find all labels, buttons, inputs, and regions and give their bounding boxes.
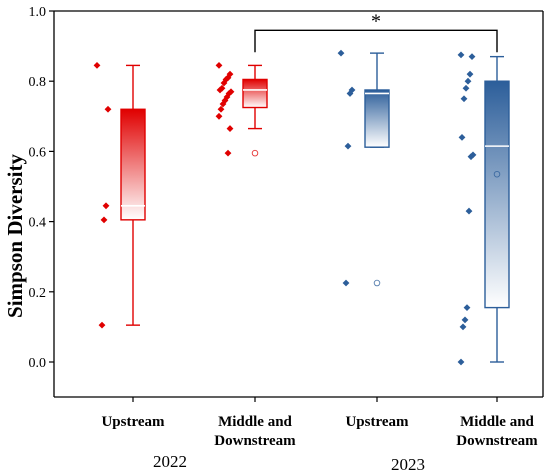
year-label-2023: 2023 bbox=[391, 455, 425, 474]
data-point bbox=[462, 84, 470, 92]
data-point bbox=[216, 86, 224, 94]
data-point bbox=[226, 70, 234, 78]
data-point bbox=[337, 49, 345, 57]
x-category-label: Downstream bbox=[456, 433, 538, 449]
data-point bbox=[102, 202, 110, 210]
data-point bbox=[226, 125, 234, 132]
box bbox=[364, 89, 390, 148]
data-point bbox=[467, 153, 475, 161]
y-tick-label: 0.6 bbox=[29, 145, 47, 160]
y-tick-label: 0.0 bbox=[29, 356, 47, 371]
data-point bbox=[458, 133, 466, 141]
x-category-label: Downstream bbox=[214, 433, 296, 449]
y-axis-label: Simpson Diversity bbox=[3, 154, 27, 318]
data-point bbox=[215, 112, 223, 120]
data-point bbox=[468, 53, 476, 61]
data-point bbox=[457, 358, 465, 366]
data-point bbox=[344, 142, 352, 150]
data-point bbox=[465, 207, 473, 215]
data-point bbox=[217, 105, 225, 113]
mean-marker bbox=[493, 170, 501, 178]
y-tick-label: 0.2 bbox=[29, 286, 47, 301]
significance-label: * bbox=[371, 10, 381, 32]
data-point bbox=[219, 100, 227, 108]
data-point bbox=[221, 97, 229, 104]
mean-marker bbox=[373, 279, 381, 287]
data-point bbox=[104, 105, 112, 113]
data-point bbox=[342, 279, 350, 287]
x-category-label: Upstream bbox=[101, 414, 165, 430]
data-point bbox=[466, 70, 474, 78]
data-point bbox=[464, 77, 472, 85]
year-label-2022: 2022 bbox=[153, 452, 187, 471]
data-point bbox=[460, 95, 468, 103]
mean-marker bbox=[251, 149, 259, 157]
data-point bbox=[463, 304, 471, 311]
data-point bbox=[469, 151, 477, 159]
data-point bbox=[459, 323, 467, 331]
box bbox=[484, 80, 510, 309]
data-point bbox=[346, 90, 354, 97]
data-point bbox=[457, 51, 465, 59]
y-tick-label: 0.4 bbox=[29, 216, 47, 231]
x-category-label: Middle and bbox=[460, 414, 534, 430]
data-point bbox=[215, 62, 223, 69]
box bbox=[242, 78, 268, 109]
y-tick-label: 1.0 bbox=[29, 5, 47, 20]
data-point bbox=[348, 86, 356, 94]
data-point bbox=[461, 316, 469, 324]
data-point bbox=[220, 79, 228, 87]
data-point bbox=[222, 76, 230, 83]
y-tick-label: 0.8 bbox=[29, 75, 47, 90]
x-category-label: Upstream bbox=[345, 414, 409, 430]
x-category-label: Middle and bbox=[218, 414, 292, 430]
data-point bbox=[98, 321, 106, 329]
significance-bracket bbox=[254, 29, 498, 53]
data-point bbox=[100, 216, 108, 224]
data-point bbox=[93, 62, 101, 69]
box bbox=[120, 108, 146, 221]
data-point bbox=[224, 149, 232, 157]
